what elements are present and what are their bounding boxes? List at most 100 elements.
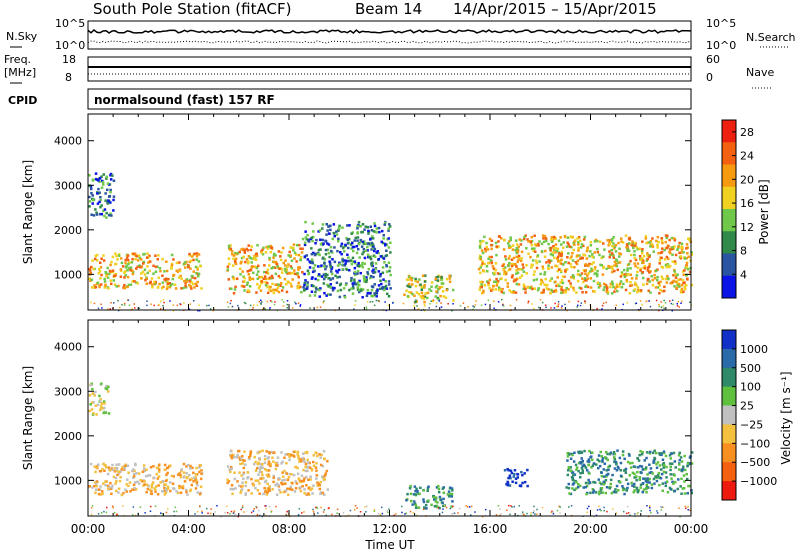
echo-cell [658, 464, 662, 467]
echo-cell [339, 244, 343, 248]
echo-cell [349, 509, 352, 512]
echo-cell [174, 506, 177, 509]
echo-cell [327, 232, 331, 235]
echo-cell [415, 291, 419, 294]
echo-cell [621, 241, 625, 244]
echo-cell [410, 279, 413, 282]
echo-cell [617, 261, 620, 265]
echo-cell [438, 286, 441, 289]
echo-cell [108, 195, 112, 198]
echo-cell [379, 287, 382, 290]
echo-cell [587, 458, 591, 461]
echo-cell [608, 464, 612, 468]
echo-cell [135, 267, 138, 270]
echo-cell [258, 457, 261, 460]
echo-cell [552, 290, 556, 293]
echo-cell [487, 261, 490, 265]
echo-cell [304, 279, 307, 282]
echo-cell [639, 486, 642, 489]
echo-cell [111, 468, 114, 472]
echo-cell [413, 502, 417, 506]
echo-cell [136, 259, 140, 262]
echo-cell [423, 507, 427, 510]
echo-cell [153, 304, 155, 307]
echo-cell [127, 484, 130, 487]
echo-cell [368, 255, 371, 259]
echo-cell [490, 261, 493, 265]
echo-cell [648, 254, 651, 257]
echo-cell [636, 490, 639, 493]
echo-cell [655, 269, 658, 272]
echo-cell [681, 300, 683, 303]
echo-cell [386, 292, 389, 296]
echo-cell [227, 244, 231, 248]
echo-cell [269, 464, 272, 468]
echo-cell [662, 305, 665, 307]
echo-cell [514, 481, 518, 485]
echo-cell [571, 274, 575, 277]
echo-cell [658, 262, 661, 265]
echo-cell [334, 274, 337, 278]
echo-cell [346, 238, 349, 241]
echo-cell [524, 291, 527, 294]
echo-cell [100, 175, 103, 178]
echo-cell [93, 302, 96, 305]
echo-cell [101, 467, 104, 471]
echo-cell [175, 490, 178, 493]
echo-cell [133, 488, 136, 491]
echo-cell [402, 302, 405, 305]
echo-cell [177, 276, 181, 279]
echo-cell [239, 267, 242, 270]
time-tick-label: 16:00 [473, 522, 508, 536]
echo-cell [663, 248, 666, 252]
echo-cell [544, 304, 547, 306]
echo-cell [120, 261, 124, 265]
echo-cell [319, 480, 322, 484]
echo-cell [150, 489, 153, 493]
echo-cell [183, 261, 187, 264]
echo-cell [105, 466, 108, 469]
echo-cell [320, 275, 324, 278]
echo-cell [539, 298, 542, 301]
echo-cell [642, 488, 646, 491]
echo-cell [264, 505, 266, 507]
echo-cell [264, 281, 267, 284]
echo-cell [592, 462, 596, 465]
echo-cell [478, 254, 482, 258]
echo-cell [628, 249, 631, 253]
echo-cell [242, 477, 245, 480]
echo-cell [646, 269, 650, 272]
echo-cell [681, 270, 685, 273]
echo-cell [491, 265, 495, 268]
echo-cell [513, 469, 517, 472]
echo-cell [670, 477, 673, 480]
echo-cell [509, 304, 512, 307]
echo-cell [480, 304, 483, 306]
echo-cell [573, 243, 576, 246]
echo-cell [261, 473, 264, 477]
echo-cell [678, 451, 681, 455]
echo-cell [315, 506, 317, 509]
echo-cell [649, 245, 652, 248]
echo-cell [226, 268, 230, 271]
echo-cell [244, 302, 247, 305]
echo-cell [637, 459, 641, 462]
echo-cell [130, 261, 134, 264]
echo-cell [594, 481, 597, 484]
echo-cell [610, 491, 614, 495]
echo-cell [336, 276, 339, 279]
echo-cell [150, 303, 152, 305]
echo-cell [435, 305, 438, 308]
echo-cell [568, 492, 571, 495]
echo-cell [615, 512, 618, 514]
echo-cell [590, 466, 593, 469]
colorbar-bin [722, 443, 736, 463]
echo-cell [638, 464, 642, 468]
echo-cell [321, 238, 325, 242]
echo-cell [594, 491, 598, 494]
echo-cell [228, 468, 231, 471]
echo-cell [381, 266, 385, 269]
echo-cell [570, 265, 573, 269]
